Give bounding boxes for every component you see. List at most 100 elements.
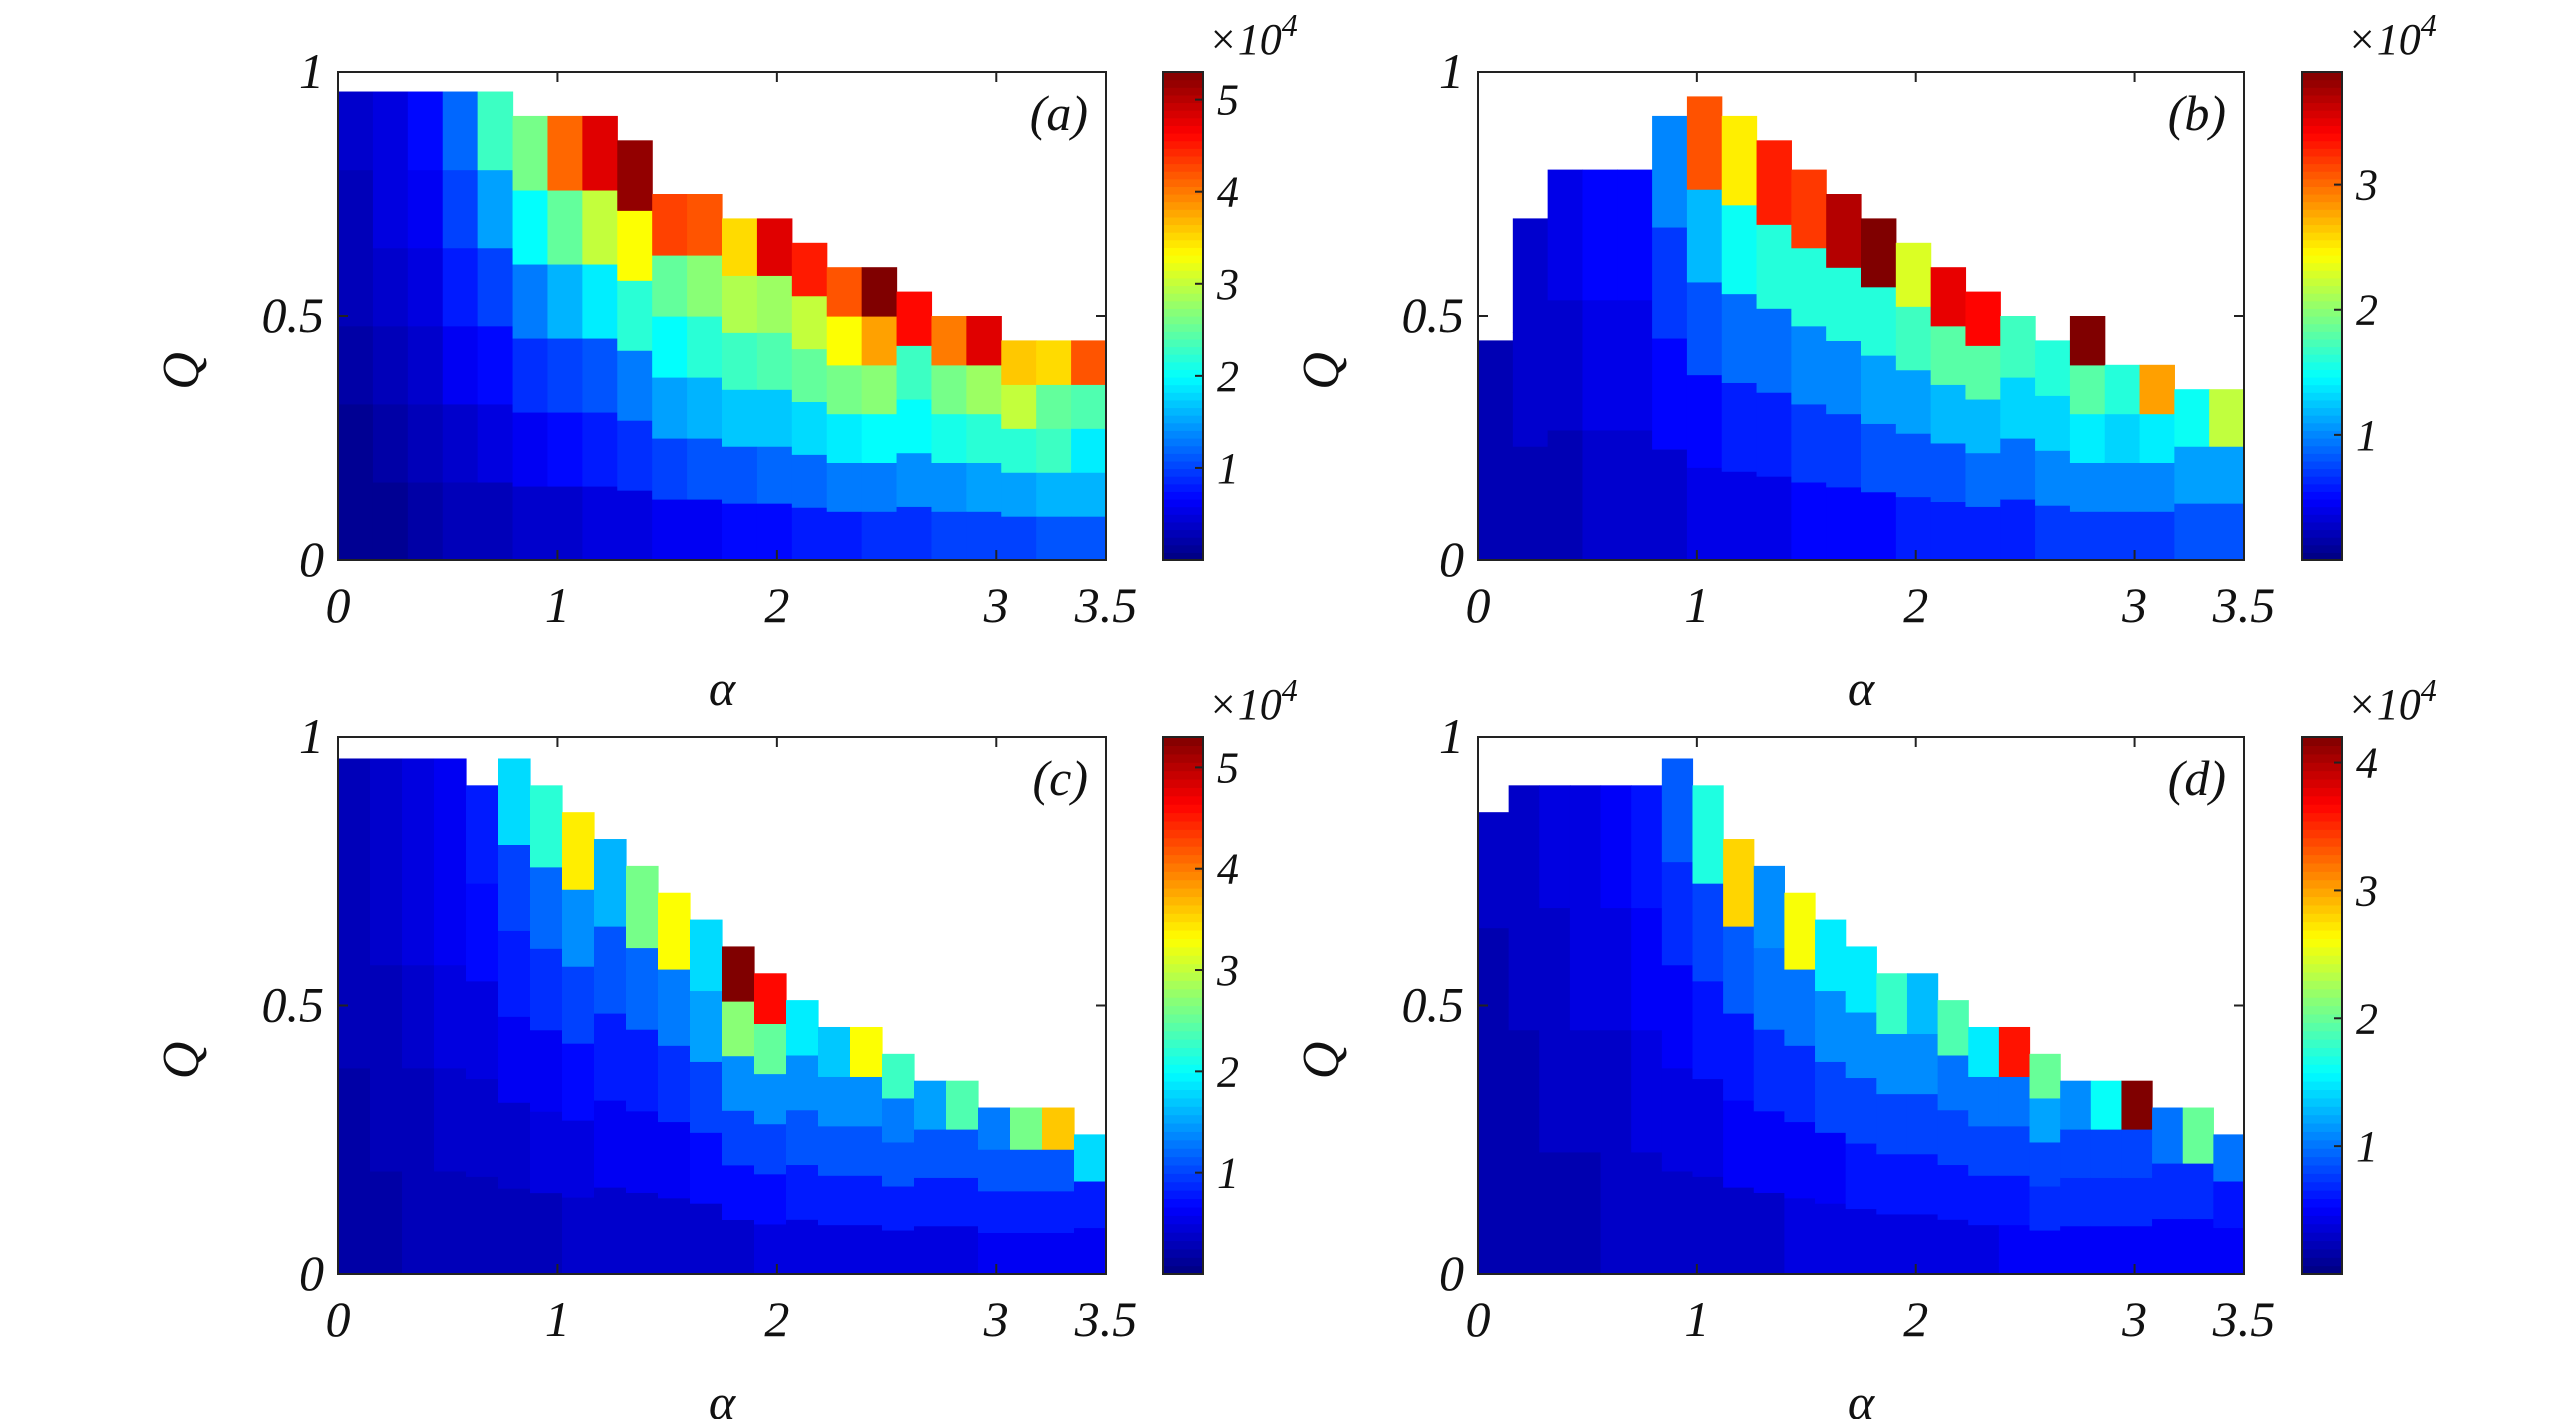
heatmap-cell: [1861, 355, 1897, 424]
heatmap-cell: [1617, 169, 1653, 301]
heatmap-cell: [562, 1197, 595, 1275]
heatmap-cell: [466, 883, 499, 982]
heatmap-cell: [1895, 242, 1932, 307]
heatmap-cell: [512, 411, 549, 487]
colorbar-segment: [2302, 194, 2342, 203]
heatmap-cell: [850, 1026, 883, 1077]
heatmap-cell: [850, 1224, 883, 1275]
colorbar-segment: [1163, 460, 1203, 470]
colorbar-segment: [2302, 239, 2342, 248]
colorbar-segment: [1163, 499, 1203, 508]
colorbar-segment: [2302, 216, 2342, 226]
colorbar-segment: [2302, 293, 2342, 302]
heatmap-cell: [978, 1232, 1011, 1275]
heatmap-cell: [722, 946, 755, 1002]
colorbar-segment: [1163, 163, 1203, 172]
colorbar-segment: [1163, 1114, 1203, 1124]
heatmap-cell: [652, 438, 688, 500]
colorbar-segment: [1163, 232, 1203, 241]
colorbar-segment: [1163, 1081, 1203, 1091]
colorbar-segment: [2302, 407, 2342, 416]
heatmap-cell: [2035, 395, 2071, 451]
heatmap-cell: [1937, 1164, 1969, 1220]
heatmap-cell: [2213, 1227, 2245, 1275]
heatmap-cell: [1582, 299, 1618, 431]
heatmap-cell: [1826, 194, 1862, 268]
heatmap-cell: [547, 115, 583, 191]
heatmap-cell: [1042, 1107, 1075, 1150]
colorbar-segment: [2302, 1240, 2342, 1250]
colorbar-segment: [1163, 140, 1203, 149]
colorbar-segment: [2302, 514, 2342, 523]
colorbar-segment: [1163, 537, 1203, 546]
heatmap-cell: [818, 1026, 851, 1077]
colorbar-segment: [1163, 72, 1203, 81]
heatmap-cell: [1692, 785, 1724, 884]
heatmap-cell: [1071, 472, 1107, 517]
heatmap-cell: [1845, 1142, 1877, 1210]
colorbar-segment: [2302, 812, 2342, 822]
panel-label: (d): [2168, 750, 2226, 806]
heatmap-cell: [547, 411, 583, 487]
x-tick-label: 0: [1466, 1291, 1491, 1347]
heatmap-cell: [1930, 442, 1967, 503]
heatmap-cell: [2213, 1180, 2245, 1229]
heatmap-cell: [2174, 389, 2210, 447]
heatmap-cell: [617, 140, 653, 211]
colorbar-segment: [2302, 521, 2342, 531]
colorbar-segment: [2302, 1257, 2342, 1267]
colorbar-segment: [2302, 1106, 2342, 1116]
heatmap-cell: [882, 1229, 915, 1275]
colorbar-segment: [1163, 529, 1203, 538]
heatmap-cell: [582, 115, 618, 191]
colorbar-segment: [1163, 1223, 1203, 1233]
heatmap-cell: [1508, 907, 1540, 1031]
colorbar-frame: [1162, 736, 1204, 1275]
heatmap-cell: [498, 1102, 531, 1189]
colorbar-segment: [2302, 323, 2342, 332]
heatmap-cell: [2139, 364, 2175, 415]
heatmap-cell: [1631, 1151, 1663, 1275]
heatmap-cell: [1968, 1076, 2000, 1127]
heatmap-cell: [1965, 345, 2001, 400]
colorbar-segment: [1163, 1148, 1203, 1158]
colorbar-segment: [2302, 232, 2342, 241]
heatmap-cell: [1753, 865, 1785, 949]
heatmap-cell: [1661, 964, 1694, 1069]
heatmap-cell: [338, 861, 371, 966]
colorbar-segment: [1163, 1156, 1203, 1166]
heatmap-cell: [946, 1129, 979, 1178]
heatmap-cell: [617, 280, 653, 351]
heatmap-cell: [2029, 1053, 2061, 1099]
colorbar-segment: [2302, 445, 2342, 454]
heatmap-cell: [754, 1173, 787, 1225]
heatmap-cell: [477, 325, 514, 405]
heatmap-cell: [1815, 1061, 1847, 1133]
heatmap-cell: [1600, 1029, 1632, 1153]
x-tick-label: 3: [2121, 577, 2147, 633]
y-tick-label: 0: [1439, 531, 1464, 587]
heatmap-cell: [402, 1067, 435, 1172]
heatmap-cell: [966, 413, 1002, 463]
heatmap-cell: [1010, 1107, 1043, 1150]
heatmap-cell: [690, 919, 723, 992]
colorbar-segment: [2302, 1039, 2342, 1049]
heatmap-cell: [931, 462, 967, 512]
colorbar-segment: [1163, 277, 1203, 287]
x-tick-label: 0: [326, 1291, 351, 1347]
colorbar-segment: [1163, 829, 1203, 839]
heatmap-cell: [617, 490, 653, 561]
heatmap-cell: [1965, 506, 2001, 561]
heatmap-cell: [1582, 169, 1618, 301]
heatmap-cell: [1539, 1151, 1571, 1275]
heatmap-cell: [2029, 1229, 2061, 1275]
heatmap-cell: [1539, 907, 1571, 1031]
colorbar-segment: [1163, 521, 1203, 531]
colorbar-segment: [2302, 1114, 2342, 1124]
colorbar-segment: [2302, 499, 2342, 508]
colorbar-segment: [2302, 904, 2342, 914]
x-axis-label: α: [709, 1374, 737, 1419]
heatmap-cell: [1876, 1153, 1908, 1215]
heatmap-cell: [931, 413, 967, 463]
heatmap-cell: [1756, 140, 1792, 225]
